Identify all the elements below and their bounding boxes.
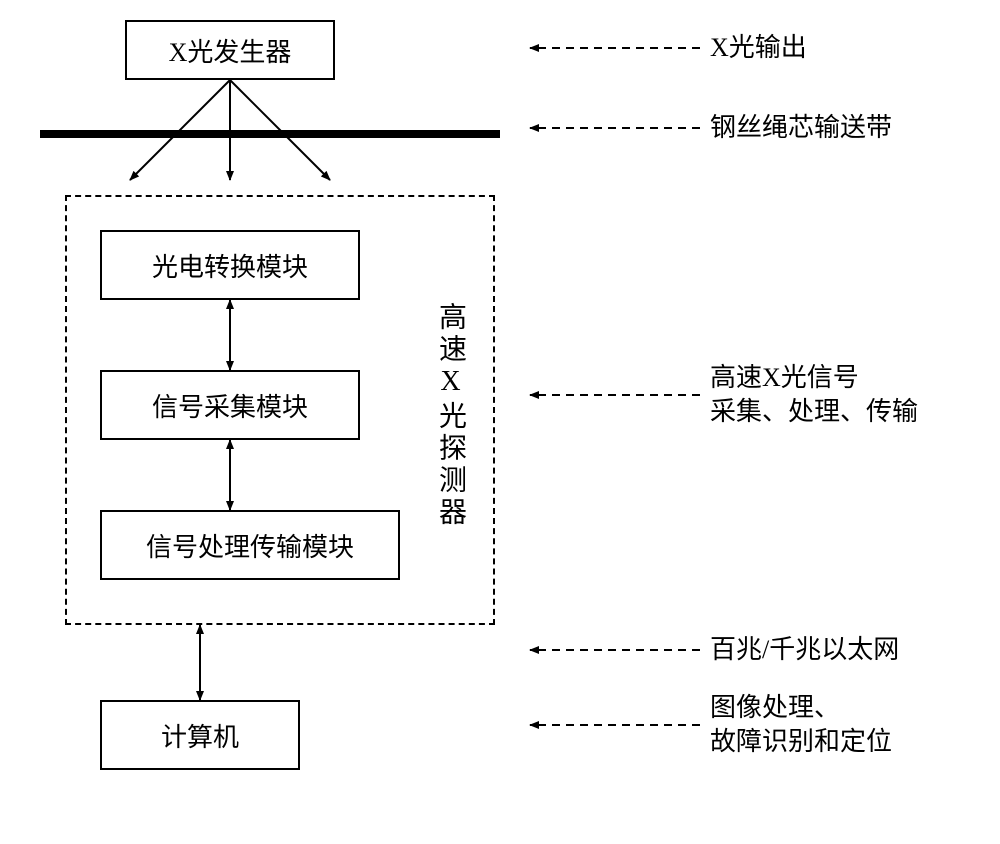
opto-module-label: 光电转换模块 (152, 247, 308, 284)
annotation-signal: 高速X光信号 采集、处理、传输 (710, 361, 918, 429)
diagram-canvas: 高速X光探测器 X光发生器 光电转换模块 信号采集模块 信号处理传输模块 计算机… (0, 0, 1000, 844)
opto-module-box: 光电转换模块 (100, 230, 360, 300)
xray-generator-box: X光发生器 (125, 20, 335, 80)
annotation-signal-text: 高速X光信号 采集、处理、传输 (710, 361, 918, 429)
acquisition-module-label: 信号采集模块 (152, 387, 308, 424)
conveyor-belt-bar (40, 130, 500, 138)
annotation-belt-text: 钢丝绳芯输送带 (710, 111, 892, 145)
processing-module-box: 信号处理传输模块 (100, 510, 400, 580)
annotation-image-proc-text: 图像处理、 故障识别和定位 (710, 691, 892, 759)
annotation-belt: 钢丝绳芯输送带 (710, 111, 892, 145)
computer-box: 计算机 (100, 700, 300, 770)
acquisition-module-box: 信号采集模块 (100, 370, 360, 440)
annotation-xray-output-text: X光输出 (710, 31, 807, 65)
detector-label-text: 高速X光探测器 (430, 302, 470, 529)
detector-vertical-label: 高速X光探测器 (430, 230, 470, 600)
xray-generator-label: X光发生器 (169, 32, 292, 69)
processing-module-label: 信号处理传输模块 (146, 527, 354, 564)
annotation-ethernet: 百兆/千兆以太网 (710, 633, 899, 667)
computer-label: 计算机 (161, 717, 239, 754)
annotation-ethernet-text: 百兆/千兆以太网 (710, 633, 899, 667)
annotation-xray-output: X光输出 (710, 31, 807, 65)
annotation-image-proc: 图像处理、 故障识别和定位 (710, 691, 892, 759)
